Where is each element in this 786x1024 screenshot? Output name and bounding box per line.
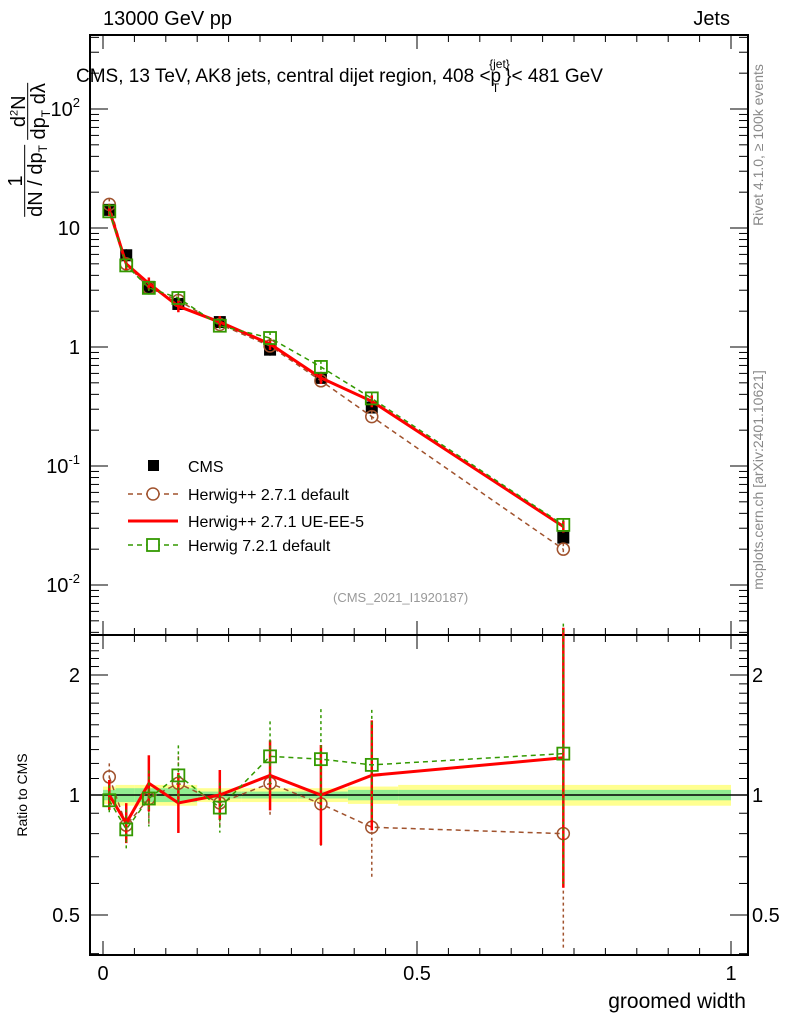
header-left: 13000 GeV pp bbox=[103, 8, 232, 30]
main-series-3-marker bbox=[102, 204, 117, 219]
ratio-y-tick-label-right: 0.5 bbox=[752, 905, 780, 927]
main-series-3-marker bbox=[141, 280, 156, 295]
ratio-y-tick-label-right: 2 bbox=[752, 665, 763, 687]
ratio-series-2-marker bbox=[263, 749, 277, 764]
main-series-3-line bbox=[108, 211, 564, 526]
legend-label: Herwig++ 2.7.1 default bbox=[188, 487, 350, 504]
ratio-series-2-marker bbox=[171, 768, 186, 783]
ratio-series-2-marker bbox=[119, 822, 134, 837]
x-tick-label: 0 bbox=[97, 963, 108, 985]
x-axis-label: groomed width bbox=[608, 990, 746, 1013]
legend-marker bbox=[146, 487, 160, 501]
main-series-0-marker bbox=[120, 249, 133, 262]
main-series-1-marker bbox=[556, 542, 571, 556]
main-series-0-marker bbox=[557, 531, 570, 544]
ratio-series-2-marker bbox=[314, 752, 328, 767]
header-right: Jets bbox=[693, 8, 730, 30]
ratio-y-tick-label: 2 bbox=[69, 665, 80, 687]
analysis-id: (CMS_2021_I1920187) bbox=[333, 590, 469, 605]
main-series-3-marker bbox=[263, 331, 277, 345]
ratio-y-label: Ratio to CMS bbox=[14, 753, 30, 837]
y-tick-label: 10-2 bbox=[46, 571, 80, 597]
ratio-series-2-marker bbox=[364, 757, 379, 772]
ratio-series-2-marker bbox=[141, 791, 156, 806]
main-series-3-marker bbox=[171, 291, 186, 305]
ratio-series-2-marker bbox=[212, 800, 227, 815]
main-series-3-marker bbox=[314, 360, 328, 374]
main-series-1-marker bbox=[365, 409, 379, 424]
main-series-3-marker bbox=[212, 318, 227, 333]
main-series-3-marker bbox=[556, 517, 571, 532]
legend-label: Herwig 7.2.1 default bbox=[188, 538, 331, 555]
main-y-label: 1 dN / dpT d2N dpT dλ bbox=[5, 83, 53, 217]
rivet-label: Rivet 4.1.0, ≥ 100k events bbox=[750, 64, 766, 226]
ratio-series-2-marker bbox=[102, 793, 117, 808]
legend-label: CMS bbox=[188, 459, 224, 476]
main-title: CMS, 13 TeV, AK8 jets, central dijet reg… bbox=[76, 57, 603, 95]
ratio-series-2-marker bbox=[556, 746, 571, 761]
legend-label: Herwig++ 2.7.1 UE-EE-5 bbox=[188, 514, 364, 531]
legend-marker bbox=[146, 538, 160, 552]
y-tick-label: 1 bbox=[69, 337, 80, 359]
ratio-y-tick-label: 0.5 bbox=[52, 905, 80, 927]
ratio-y-tick-label-right: 1 bbox=[752, 785, 763, 807]
main-series-3-marker bbox=[364, 391, 379, 406]
main-series-3-marker bbox=[119, 258, 134, 273]
x-tick-label: 1 bbox=[725, 963, 736, 985]
x-tick-label: 0.5 bbox=[403, 963, 431, 985]
y-tick-label: 10 bbox=[58, 218, 80, 240]
y-tick-label: 10-1 bbox=[46, 452, 80, 478]
mcplots-label: mcplots.cern.ch [arXiv:2401.10621] bbox=[750, 370, 766, 590]
ratio-y-tick-label: 1 bbox=[69, 785, 80, 807]
ratio-series-2-line bbox=[108, 752, 564, 831]
legend-marker-cms bbox=[148, 460, 159, 471]
